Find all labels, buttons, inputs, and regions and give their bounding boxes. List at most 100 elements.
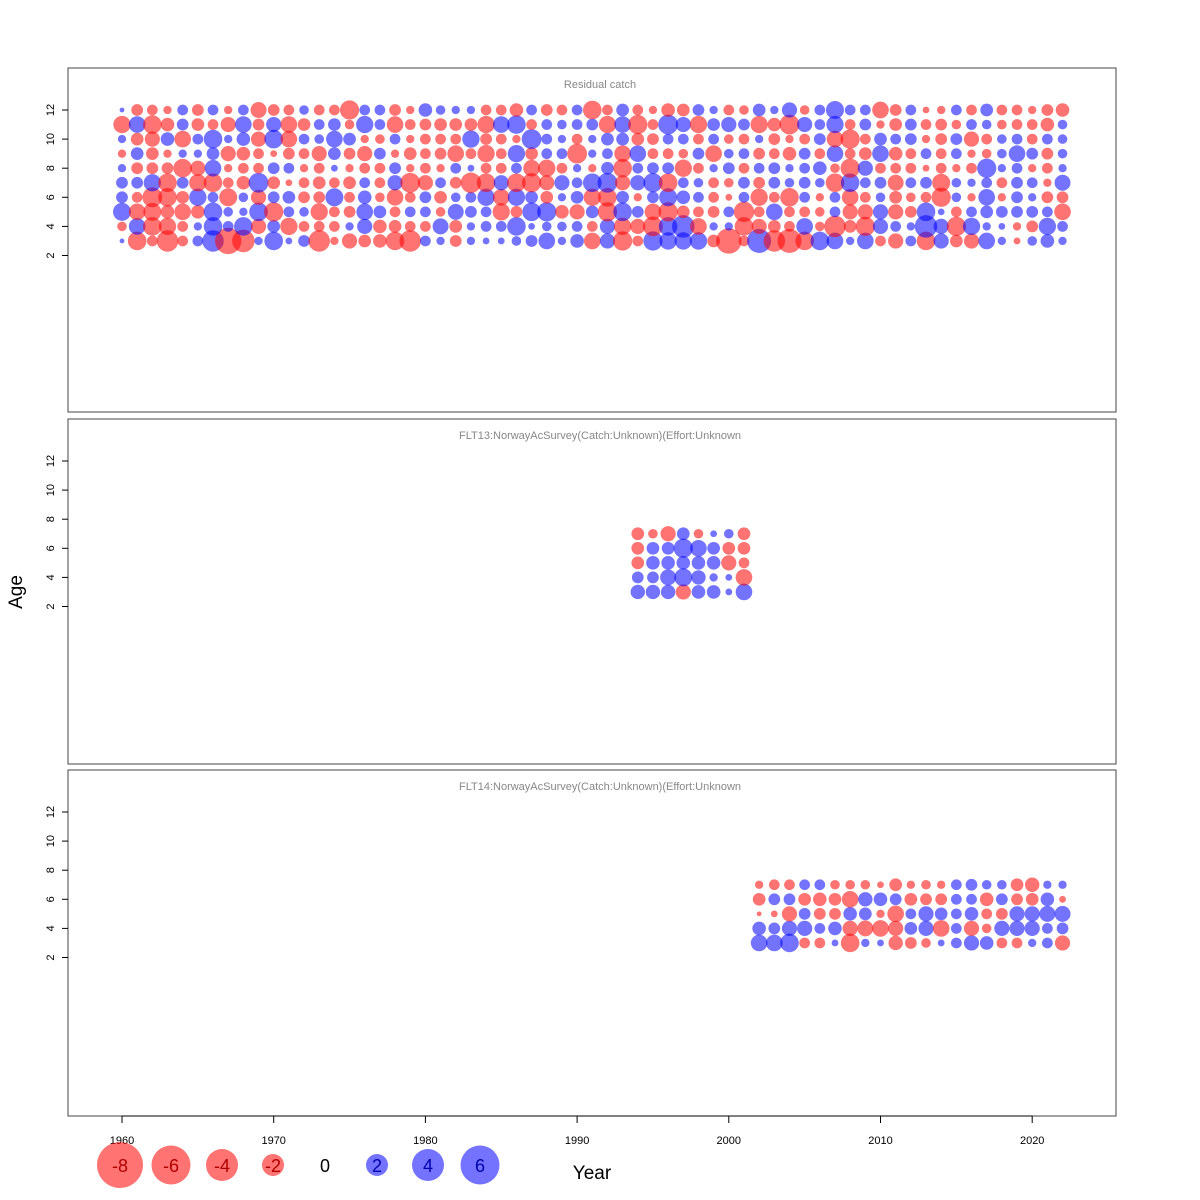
y-tick-label: 6 (45, 194, 57, 200)
residual-bubble (980, 103, 994, 117)
residual-bubble (889, 104, 902, 116)
residual-bubble (768, 191, 780, 203)
residual-bubble (280, 130, 298, 148)
residual-bubble (1011, 133, 1023, 145)
residual-bubble (207, 119, 219, 130)
residual-bubble (980, 205, 994, 219)
size-legend: -8 -6 -4 -2 0 2 4 6 (97, 1142, 500, 1188)
residual-bubble (203, 173, 223, 193)
residual-bubble (404, 191, 416, 203)
residual-bubble (404, 206, 416, 218)
residual-bubble (540, 190, 554, 204)
residual-bubble (647, 571, 659, 584)
residual-bubble (341, 233, 358, 249)
residual-bubble (343, 132, 356, 146)
residual-bubble (1043, 178, 1052, 187)
residual-bubble (708, 191, 720, 203)
residual-bubble (689, 232, 708, 250)
residual-bubble (676, 527, 690, 541)
residual-bubble (1024, 920, 1040, 937)
residual-bubble (963, 131, 980, 147)
residual-bubble (777, 228, 802, 253)
residual-bubble (905, 235, 917, 247)
residual-bubble (540, 104, 553, 116)
residual-bubble (119, 107, 125, 113)
residual-bubble (329, 177, 340, 189)
panel-1: Residual catch 2 4 6 8 10 12 (45, 67, 1117, 413)
residual-bubble (935, 118, 948, 131)
residual-bubble (389, 104, 401, 116)
y-tick-label: 8 (45, 516, 57, 522)
residual-bubble (313, 104, 325, 116)
residual-bubble (918, 920, 934, 937)
residual-bubble (660, 526, 676, 542)
residual-bubble (888, 920, 904, 937)
residual-bubble (541, 133, 553, 145)
residual-bubble (308, 230, 330, 252)
residual-bubble (978, 188, 996, 206)
residual-bubble (249, 202, 268, 222)
residual-bubble (814, 119, 826, 130)
residual-bubble (585, 205, 599, 219)
legend-item: -2 (262, 1154, 284, 1176)
residual-bubble (236, 146, 251, 161)
residual-bubble (950, 937, 962, 949)
residual-bubble (373, 205, 387, 219)
residual-bubble (933, 233, 949, 249)
residual-bubble (1058, 880, 1067, 889)
residual-bubble (158, 187, 177, 207)
residual-bubble (716, 228, 742, 254)
residual-bubble (843, 220, 857, 233)
residual-bubble (738, 133, 750, 145)
residual-bubble (267, 191, 280, 204)
legend-bubble (366, 1154, 388, 1176)
residual-bubble (556, 162, 568, 174)
residual-bubble (1041, 162, 1053, 174)
residual-bubble (859, 177, 871, 189)
residual-bubble (495, 148, 507, 160)
residual-bubble (707, 541, 720, 555)
residual-bubble (313, 162, 325, 174)
residual-bubble (935, 133, 948, 145)
residual-bubble (662, 133, 674, 145)
residual-bubble (177, 221, 189, 232)
residual-bubble (814, 923, 826, 934)
residual-bubble (173, 158, 192, 178)
residual-bubble (780, 933, 799, 953)
residual-bubble (829, 907, 841, 920)
residual-bubble (750, 188, 768, 206)
residual-bubble (298, 191, 310, 204)
residual-bubble (693, 177, 704, 188)
residual-bubble (1026, 119, 1038, 130)
residual-bubble (905, 148, 917, 160)
residual-bubble (724, 222, 733, 231)
residual-bubble (998, 223, 1006, 230)
residual-bubble (158, 217, 177, 236)
residual-bubble (145, 147, 159, 161)
residual-bubble (420, 148, 431, 160)
residual-bubble (946, 216, 966, 237)
residual-bubble (253, 148, 264, 160)
residual-bubble (937, 939, 945, 947)
residual-bubble (222, 177, 234, 189)
residual-bubble (1040, 234, 1055, 248)
panel-frame (67, 67, 1117, 413)
residual-bubble (815, 221, 825, 232)
legend-label: -8 (112, 1156, 128, 1176)
residual-bubble (631, 527, 645, 541)
residual-bubble (768, 133, 781, 145)
residual-bubble (905, 177, 917, 189)
residual-bubble (399, 230, 421, 252)
residual-bubble (253, 162, 264, 174)
y-tick-label: 8 (45, 867, 57, 873)
residual-bubble (235, 116, 252, 133)
residual-bubble (750, 934, 768, 952)
residual-bubble (511, 236, 522, 246)
residual-bubble (691, 556, 706, 570)
residual-bubble (1028, 938, 1037, 948)
residual-bubble (174, 203, 192, 221)
panel-title: FLT13:NorwayAcSurvey(Catch:Unknown)(Effo… (459, 430, 741, 442)
residual-bubble (814, 879, 826, 891)
residual-bubble (325, 188, 344, 207)
residual-bubble (722, 162, 735, 175)
